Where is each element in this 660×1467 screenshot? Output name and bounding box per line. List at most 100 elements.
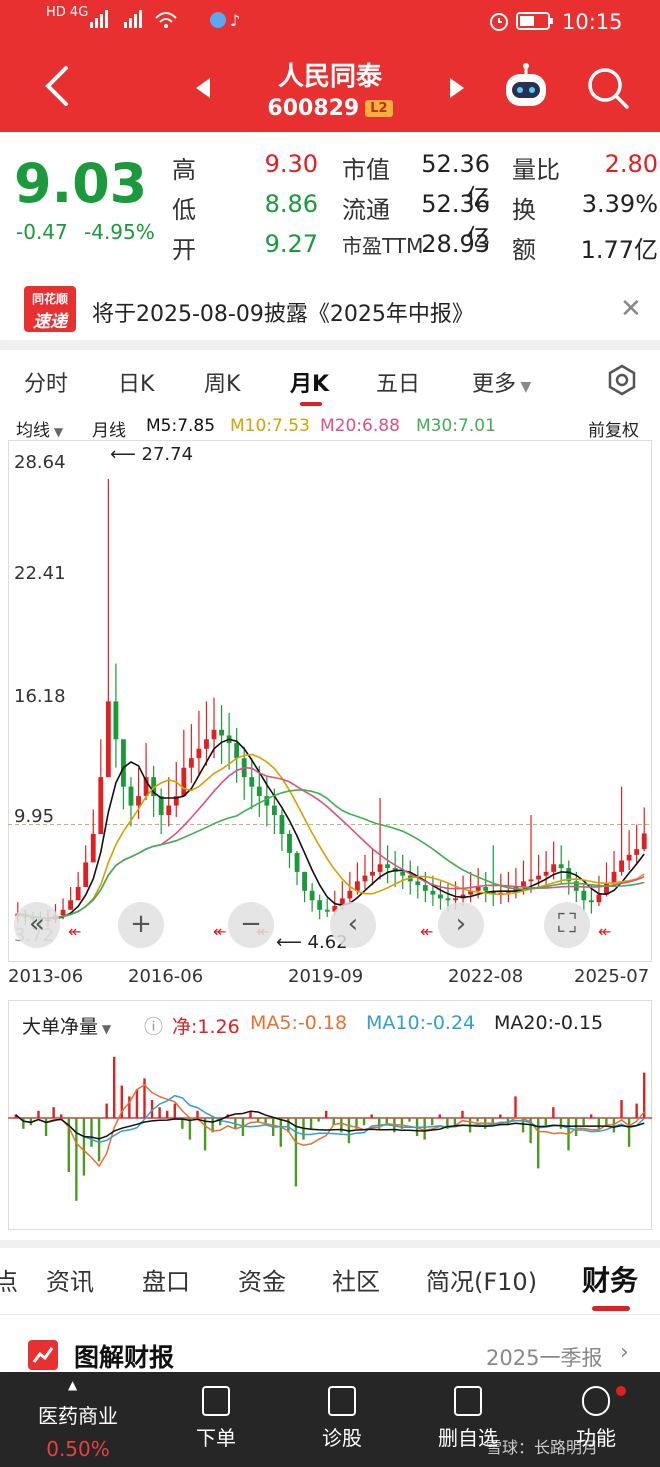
tab-weekly[interactable]: 周K <box>204 372 241 397</box>
tab-news[interactable]: 资讯 <box>46 1268 94 1296</box>
flash-logo: 同花顺 速递 <box>24 286 76 332</box>
flow-bar <box>166 1110 169 1118</box>
rewind-icon[interactable]: « <box>14 902 60 948</box>
report-period[interactable]: 2025一季报 <box>486 1346 603 1370</box>
candle-body <box>604 883 609 895</box>
flow-bar <box>135 1089 139 1118</box>
candle-body <box>588 900 594 903</box>
candle-body <box>543 871 549 876</box>
prev-stock-icon[interactable] <box>194 76 212 104</box>
money-flow-area[interactable] <box>8 1000 652 1230</box>
flow-bar <box>385 1118 388 1126</box>
watermark: 雪球：长路明月 <box>486 1438 599 1457</box>
candle-body <box>264 796 270 806</box>
chevron-up-icon[interactable]: ▲ <box>68 1378 78 1392</box>
scroll-left-button[interactable]: ‹ <box>330 902 376 948</box>
flow-bar <box>82 1118 86 1176</box>
tab-more[interactable]: 更多 ▼ <box>472 372 532 397</box>
zoom-in-button[interactable]: + <box>118 902 164 948</box>
high-value: 9.30 <box>264 150 318 178</box>
functions-button[interactable]: 功能 <box>560 1386 632 1451</box>
candle-body <box>339 898 345 906</box>
help-icon[interactable]: ⓘ <box>144 1016 164 1038</box>
level2-badge: L2 <box>365 100 393 117</box>
candle-body <box>551 864 557 872</box>
flow-bar <box>75 1118 78 1201</box>
next-stock-icon[interactable] <box>448 76 466 104</box>
flow-bar <box>143 1078 146 1118</box>
flow-bar <box>355 1118 358 1129</box>
zoom-out-button[interactable]: − <box>228 902 274 948</box>
flow-bar <box>643 1072 646 1118</box>
flow-bar <box>128 1096 131 1118</box>
scroll-right-button[interactable]: › <box>438 902 484 948</box>
flow-bar <box>22 1118 25 1129</box>
notification-dot <box>616 1386 626 1396</box>
candle-body <box>324 909 330 912</box>
flow-bar <box>423 1118 426 1140</box>
adjust-mode[interactable]: 前复权 <box>588 421 639 441</box>
tab-daily[interactable]: 日K <box>118 372 155 397</box>
ma5-value: M5:7.85 <box>146 416 216 436</box>
search-icon[interactable] <box>586 66 630 114</box>
candle-body <box>377 864 383 872</box>
tab-intraday[interactable]: 分时 <box>24 372 69 397</box>
tab-monthly[interactable]: 月K <box>290 372 330 397</box>
remove-watchlist-button[interactable]: 删自选 <box>430 1386 506 1451</box>
tab-orderbook[interactable]: 盘口 <box>142 1268 190 1296</box>
candle-body <box>362 875 368 882</box>
flow-bar <box>211 1118 214 1133</box>
ma30-line <box>17 789 645 919</box>
chevron-down-icon: ▼ <box>98 1022 112 1036</box>
sector-item[interactable]: 医药商业 0.50% <box>18 1400 138 1461</box>
app-header: HD 4G ♪ 10:15 人民同泰 600829 L2 <box>0 0 660 132</box>
diagnose-button[interactable]: 诊股 <box>306 1386 378 1451</box>
candle-body <box>105 701 111 778</box>
flow-bar <box>529 1118 532 1144</box>
amount-label: 额 <box>512 236 536 264</box>
tab-partial[interactable]: 点 <box>0 1268 18 1296</box>
back-icon[interactable] <box>42 64 72 112</box>
flow-bar <box>582 1118 585 1126</box>
flow-bar <box>150 1100 154 1118</box>
close-icon[interactable]: ✕ <box>620 294 642 324</box>
flow-ma10-line <box>15 1094 645 1144</box>
tab-finance[interactable]: 财务 <box>582 1264 639 1297</box>
flow-bar <box>52 1107 55 1118</box>
x-tick: 2013-06 <box>8 966 84 987</box>
flow-bar <box>521 1118 525 1133</box>
ma-selector[interactable]: 均线 ▼ <box>16 421 64 441</box>
flow-net: 净:1.26 <box>172 1016 240 1038</box>
fullscreen-icon[interactable]: ⛶ <box>544 902 590 948</box>
flow-bar <box>590 1114 593 1118</box>
tab-community[interactable]: 社区 <box>332 1268 380 1296</box>
candle-body <box>317 900 323 910</box>
candle-body <box>641 833 647 850</box>
order-button[interactable]: 下单 <box>180 1386 252 1451</box>
flow-bar <box>67 1118 70 1172</box>
candle-body <box>445 898 451 901</box>
tab-capital[interactable]: 资金 <box>238 1268 286 1296</box>
flow-bar <box>325 1110 328 1118</box>
flow-bar <box>453 1118 457 1126</box>
flow-bar <box>287 1118 290 1133</box>
candle-body <box>422 885 428 891</box>
notice-text: 将于2025-08-09披露《2025年中报》 <box>92 302 474 327</box>
active-tab-indicator <box>592 1306 630 1311</box>
bottom-toolbar: ▲ 医药商业 0.50% 下单 诊股 删自选 功能 雪球：长路明月 <box>0 1372 660 1467</box>
pe-value: 28.93 <box>421 230 490 258</box>
order-icon <box>202 1386 230 1416</box>
kline-chart[interactable]: ↞↞↞↞↞ <box>8 440 652 962</box>
candle-body <box>347 890 353 899</box>
tab-five-day[interactable]: 五日 <box>376 372 421 397</box>
candle-body <box>385 864 391 869</box>
robot-assistant-icon[interactable] <box>500 62 552 116</box>
tab-f10[interactable]: 简况(F10) <box>426 1268 538 1296</box>
active-tab-indicator <box>300 402 322 406</box>
x-tick: 2022-08 <box>448 966 524 987</box>
chevron-right-icon[interactable]: › <box>620 1340 629 1365</box>
settings-icon[interactable] <box>606 364 638 400</box>
flow-indicator-selector[interactable]: 大单净量 ▼ <box>22 1016 112 1038</box>
candle-body <box>521 881 526 888</box>
disclosure-notice[interactable]: 同花顺 速递 将于2025-08-09披露《2025年中报》 ✕ <box>0 280 660 342</box>
